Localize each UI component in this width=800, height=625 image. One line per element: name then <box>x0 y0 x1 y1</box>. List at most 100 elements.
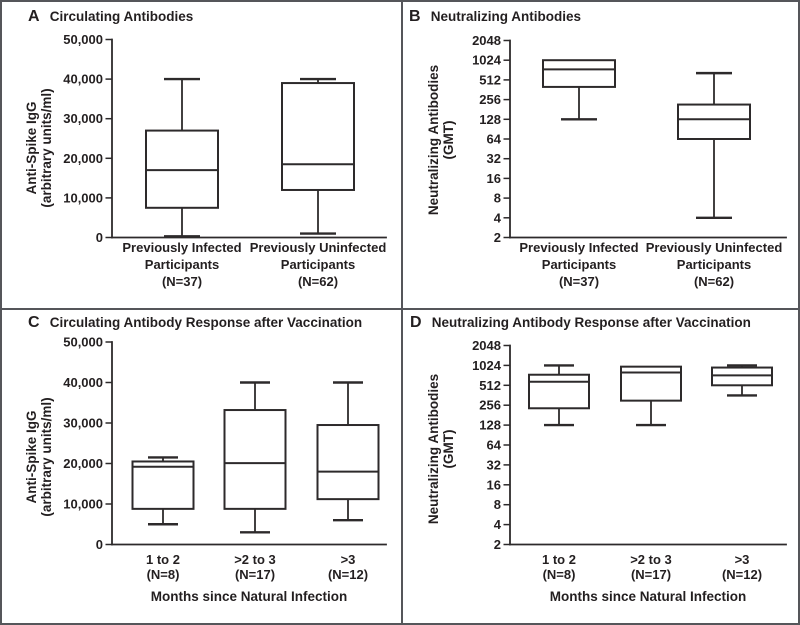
category-label: >2 to 3 <box>234 552 276 567</box>
panel-title-text: Neutralizing Antibodies <box>430 9 582 24</box>
panel-title-text: Circulating Antibody Response after Vacc… <box>49 315 363 330</box>
panel-title: B Neutralizing Antibodies <box>409 8 581 26</box>
y-tick-label: 2 <box>494 537 501 552</box>
y-tick-label: 10,000 <box>63 190 103 205</box>
y-tick-label: 16 <box>487 171 501 186</box>
panel-title-text: Neutralizing Antibody Response after Vac… <box>431 315 751 330</box>
panel-title: D Neutralizing Antibody Response after V… <box>410 314 751 332</box>
category-label: (N=8) <box>543 567 576 582</box>
y-tick-label: 8 <box>494 497 501 512</box>
boxplot-group <box>542 59 616 121</box>
panel-letter: A <box>28 8 40 25</box>
panel-letter: B <box>409 8 421 25</box>
iqr-box <box>677 103 751 140</box>
category-label: Participants <box>542 257 616 272</box>
category-label: Participants <box>281 257 355 272</box>
x-axis-title: Months since Natural Infection <box>151 589 348 604</box>
boxplot-group <box>223 381 287 534</box>
y-tick-label: 64 <box>487 438 502 453</box>
y-tick-label: 30,000 <box>63 416 103 431</box>
panel-letter: C <box>28 314 40 331</box>
panel-neutralizing-response-after-vaccination: D Neutralizing Antibody Response after V… <box>401 308 798 623</box>
boxplot-group <box>131 456 195 526</box>
boxplot-canvas: 2 4 8 16 32 64 128 256 512 1024 2048 1 to 2(N=8) >2 … <box>472 338 787 604</box>
panel-circulating-antibodies: A Circulating Antibodies Anti-Spike IgG … <box>2 2 401 308</box>
y-tick-label: 32 <box>487 151 501 166</box>
iqr-box <box>131 460 195 510</box>
y-tick-label: 50,000 <box>63 335 103 350</box>
y-tick-label: 256 <box>479 92 501 107</box>
iqr-box <box>316 424 380 501</box>
category-label: Participants <box>677 257 751 272</box>
y-tick-label: 40,000 <box>63 375 103 390</box>
category-label: Previously Uninfected <box>250 240 387 255</box>
y-tick-label: 40,000 <box>63 72 103 87</box>
boxplot-group <box>620 365 682 427</box>
y-tick-label: 2048 <box>472 338 501 353</box>
y-tick-label: 512 <box>479 72 501 87</box>
category-label: >3 <box>341 552 356 567</box>
vertical-panel-divider <box>401 2 403 623</box>
category-label: Participants <box>145 257 219 272</box>
iqr-box <box>542 59 616 88</box>
y-tick-label: 0 <box>96 230 103 245</box>
boxplot-canvas: 0 10,000 20,000 30,000 40,000 50,000 Previousl… <box>63 32 387 289</box>
boxplot-group <box>316 381 380 522</box>
category-label: (N=62) <box>694 274 734 289</box>
category-label: Previously Infected <box>519 240 638 255</box>
boxplot-group <box>281 77 355 235</box>
category-label: (N=17) <box>631 567 671 582</box>
panel-title: C Circulating Antibody Response after Va… <box>28 314 362 332</box>
category-label: (N=12) <box>722 567 762 582</box>
y-tick-label: 16 <box>487 477 501 492</box>
panel-neutralizing-antibodies: B Neutralizing Antibodies Neutralizing A… <box>401 2 798 308</box>
y-tick-label: 128 <box>479 418 501 433</box>
panel-circulating-response-after-vaccination: C Circulating Antibody Response after Va… <box>2 308 401 623</box>
y-tick-label: 64 <box>487 132 502 147</box>
category-label: (N=8) <box>147 567 180 582</box>
category-label: Previously Infected <box>122 240 241 255</box>
category-label: 1 to 2 <box>146 552 180 567</box>
y-tick-label: 1024 <box>472 53 502 68</box>
y-tick-label: 10,000 <box>63 497 103 512</box>
category-label: 1 to 2 <box>542 552 576 567</box>
y-tick-label: 0 <box>96 537 103 552</box>
iqr-box <box>281 82 355 191</box>
panel-title: A Circulating Antibodies <box>28 8 193 26</box>
category-label: (N=12) <box>328 567 368 582</box>
x-axis-title: Months since Natural Infection <box>550 589 747 604</box>
y-tick-label: 4 <box>494 210 502 225</box>
boxplot-canvas: 2 4 8 16 32 64 128 256 512 1024 2048 Previously Inf… <box>472 33 787 289</box>
category-label: (N=37) <box>162 274 202 289</box>
y-tick-label: 50,000 <box>63 32 103 47</box>
y-tick-label: 2048 <box>472 33 501 48</box>
boxplot-group <box>677 71 751 220</box>
y-tick-label: 8 <box>494 191 501 206</box>
panel-letter: D <box>410 314 422 331</box>
category-label: (N=37) <box>559 274 599 289</box>
category-label: Previously Uninfected <box>646 240 783 255</box>
iqr-box <box>528 373 590 410</box>
boxplot-group <box>528 364 590 427</box>
y-tick-label: 30,000 <box>63 111 103 126</box>
category-label: (N=62) <box>298 274 338 289</box>
iqr-box <box>711 366 773 387</box>
y-tick-label: 32 <box>487 457 501 472</box>
y-tick-label: 256 <box>479 398 501 413</box>
y-tick-label: 512 <box>479 378 501 393</box>
iqr-box <box>223 409 287 510</box>
y-tick-label: 1024 <box>472 358 502 373</box>
boxplot-group <box>711 364 773 397</box>
y-tick-label: 20,000 <box>63 151 103 166</box>
category-label: >2 to 3 <box>630 552 672 567</box>
y-tick-label: 4 <box>494 517 502 532</box>
y-tick-label: 2 <box>494 230 501 245</box>
y-tick-label: 20,000 <box>63 456 103 471</box>
boxplot-group <box>145 77 219 238</box>
panel-title-text: Circulating Antibodies <box>49 9 194 24</box>
category-label: (N=17) <box>235 567 275 582</box>
y-tick-label: 128 <box>479 112 501 127</box>
category-label: >3 <box>735 552 750 567</box>
